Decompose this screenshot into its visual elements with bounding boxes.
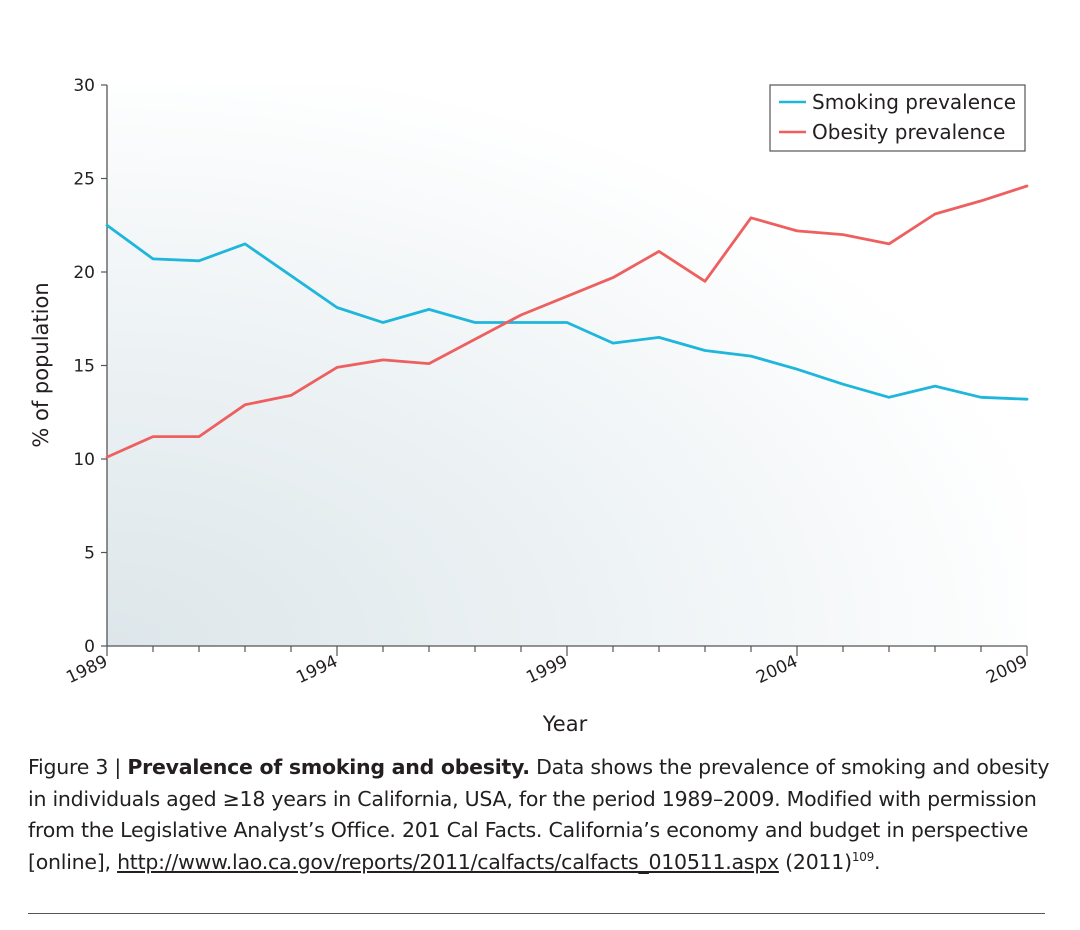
y-tick-label-10: 10: [73, 450, 95, 470]
x-axis-title: Year: [542, 712, 588, 736]
line-chart: 0 5 10 15 20 25 30 1989 1994 1999 2004 2009 Smoking…: [29, 76, 1031, 736]
source-link[interactable]: http://www.lao.ca.gov/reports/2011/calfa…: [117, 849, 779, 874]
caption-year: (2011): [778, 849, 852, 874]
y-tick-label-25: 25: [73, 170, 95, 190]
figure-title: Prevalence of smoking and obesity.: [127, 755, 530, 779]
plot-background: [107, 85, 1027, 646]
series-layer: [105, 184, 1029, 459]
series-line-0: [105, 223, 1029, 401]
figure-label: Figure 3 |: [28, 755, 128, 779]
y-tick-label-5: 5: [84, 544, 95, 564]
y-tick-label-30: 30: [73, 76, 95, 96]
legend-box: [769, 84, 1026, 152]
legend-label-smoking: Smoking prevalence: [812, 90, 1016, 114]
legend: Smoking prevalence Obesity prevalence: [769, 84, 1026, 152]
legend-label-obesity: Obesity prevalence: [812, 120, 1005, 144]
y-tick-label-20: 20: [73, 263, 95, 283]
caption-end: .: [873, 849, 881, 874]
caption-text: Data shows the prevalence of smoking and…: [28, 755, 1050, 874]
x-tick-label-1989: 1989: [63, 652, 111, 688]
series-line-1: [105, 184, 1029, 459]
x-tick-label-1994: 1994: [293, 652, 341, 688]
reference-number: 109: [851, 849, 874, 864]
x-tick-label-2004: 2004: [753, 652, 801, 688]
x-tick-label-1999: 1999: [523, 652, 571, 688]
caption-rule: [28, 913, 1045, 914]
y-axis-title: % of population: [29, 282, 53, 447]
y-tick-label-0: 0: [84, 637, 95, 657]
figure-caption: Figure 3 | Prevalence of smoking and obe…: [28, 752, 1058, 878]
x-tick-label-2009: 2009: [983, 652, 1031, 688]
y-tick-label-15: 15: [73, 357, 95, 377]
